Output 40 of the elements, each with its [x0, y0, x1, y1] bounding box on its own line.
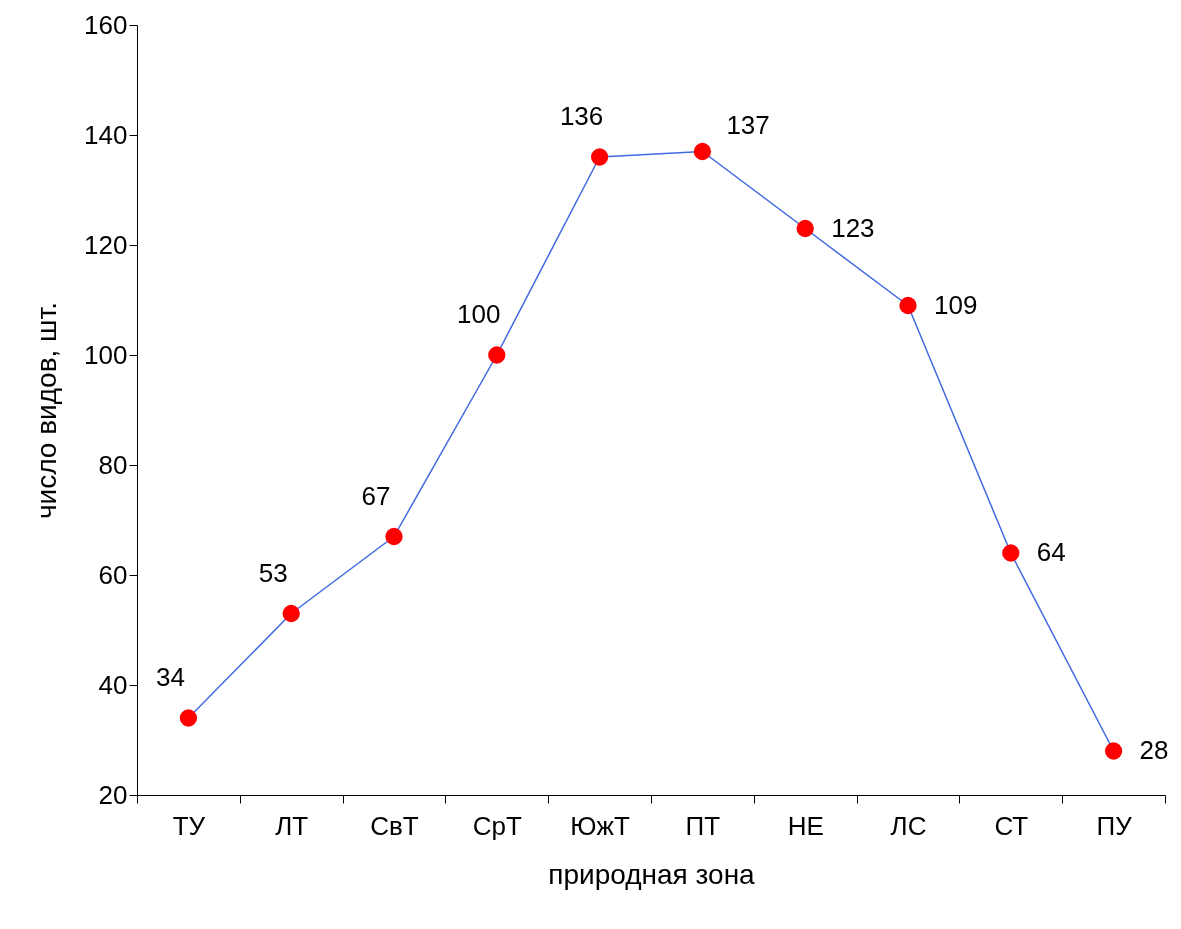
data-label: 28: [1139, 735, 1169, 765]
point: [590, 148, 609, 166]
data-label: 34: [155, 662, 185, 692]
x-tick-label: ТУ: [172, 810, 206, 841]
y-tick-label: 20: [98, 779, 128, 810]
x-tick-label: ЮжТ: [570, 810, 630, 841]
data-label: 109: [934, 289, 978, 320]
y-tick-label: 100: [84, 339, 128, 370]
x-axis-title: природная зона: [548, 858, 756, 890]
point: [1002, 544, 1020, 562]
data-label: 136: [559, 101, 604, 131]
point: [179, 709, 198, 727]
point: [488, 346, 506, 364]
data-label: 67: [361, 480, 391, 511]
point: [282, 604, 300, 623]
x-tick-label: ЛС: [890, 810, 927, 841]
y-tick-label: 80: [98, 449, 128, 480]
y-tick-label: 60: [98, 559, 128, 590]
x-tick-label: ПУ: [1096, 810, 1133, 841]
data-label: 64: [1036, 537, 1066, 567]
x-tick-label: ПТ: [685, 810, 721, 841]
data-label: 53: [258, 557, 288, 588]
x-tick-label: ЛТ: [275, 810, 309, 841]
data-label: 137: [726, 109, 770, 140]
y-axis-title: число видов, шт.: [31, 301, 63, 520]
point: [693, 142, 712, 161]
y-tick-label: 140: [84, 119, 128, 150]
data-label: 100: [457, 299, 501, 329]
point: [796, 219, 814, 238]
point: [385, 527, 403, 546]
y-tick-label: 120: [84, 229, 128, 260]
x-tick-label: СрТ: [472, 810, 522, 841]
x-tick-label: НЕ: [787, 810, 824, 841]
y-tick-label: 40: [98, 669, 128, 700]
y-tick-label: 160: [84, 9, 128, 40]
data-label: 123: [831, 212, 875, 243]
point: [899, 296, 917, 315]
x-tick-label: СТ: [994, 810, 1029, 841]
x-tick-label: СвТ: [370, 810, 419, 841]
point: [1104, 742, 1123, 760]
